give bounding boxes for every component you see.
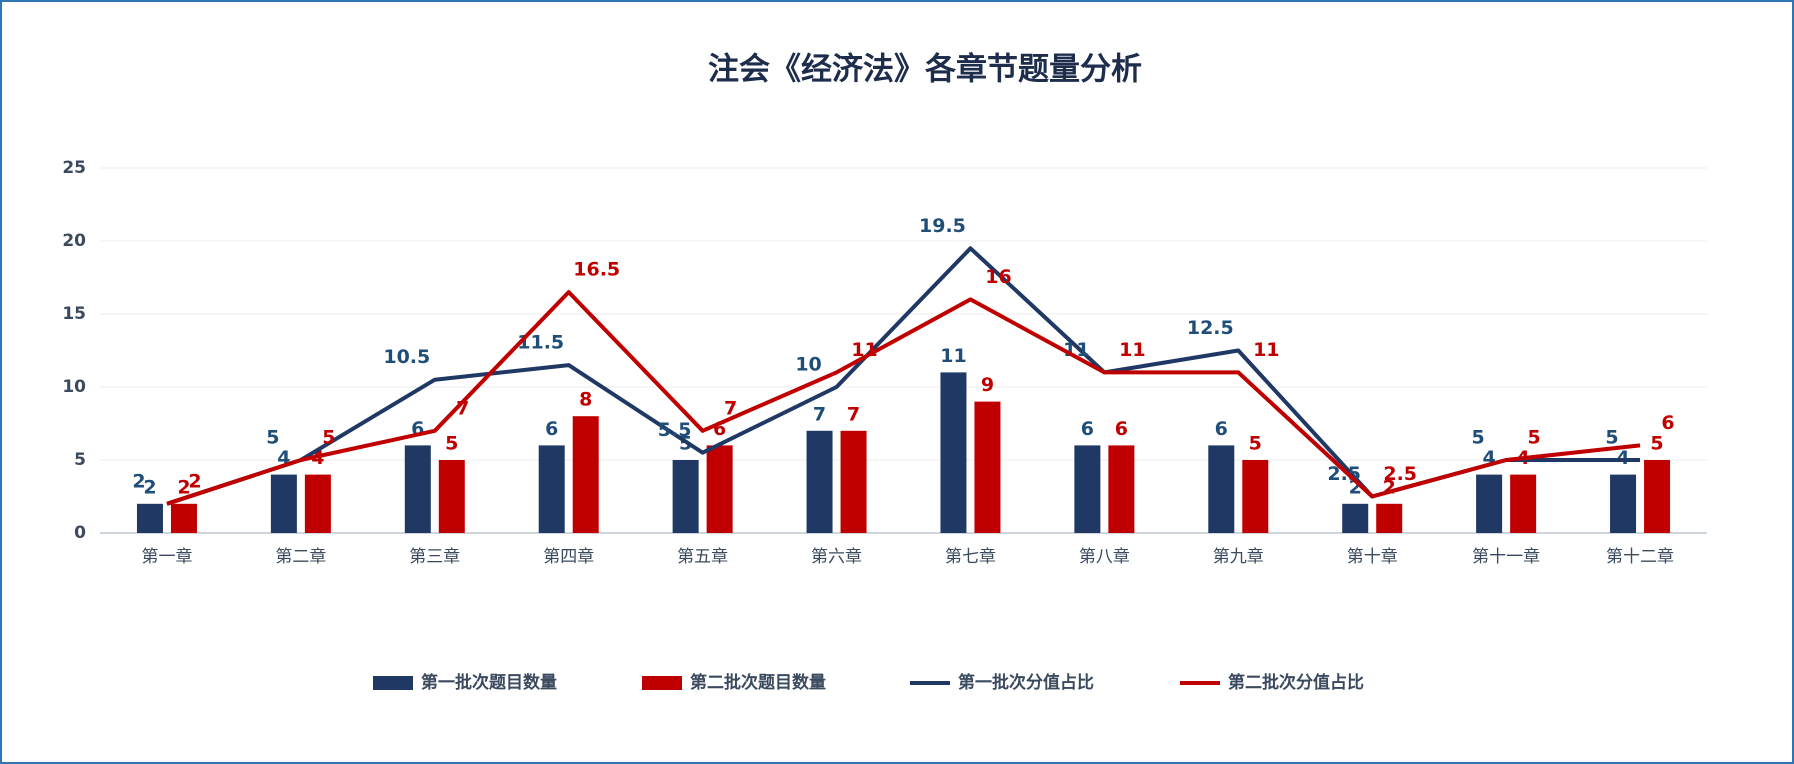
line [166,290,1641,506]
line-label: 11.5 [517,332,564,354]
bar-label: 5 [1249,433,1262,455]
bar [538,445,565,533]
bar [840,430,867,533]
legend-swatch [373,676,413,690]
line-label: 11 [1253,339,1279,361]
bar [136,503,163,533]
line-label: 2 [132,470,145,492]
bar [940,372,967,533]
x-tick-label: 第十二章 [1606,547,1674,567]
x-tick-label: 第五章 [677,547,728,567]
bar-label: 5 [1650,433,1663,455]
chart-title: 注会《经济法》各章节题量分析 [708,52,1142,88]
line-label: 16.5 [573,259,620,281]
line-label: 19.5 [919,215,966,237]
bar [404,445,431,533]
bar [1208,445,1235,533]
line-label: 5 [322,427,335,449]
line-label: 12.5 [1187,317,1234,339]
x-tick-label: 第四章 [543,547,594,567]
bar [1510,474,1537,533]
bar [1610,474,1637,533]
bar-label: 5 [445,433,458,455]
bar-label: 6 [1081,418,1094,440]
bar [438,460,465,533]
bar-label: 6 [1215,418,1228,440]
x-tick-label: 第七章 [945,547,996,567]
bar [1644,460,1671,533]
bar [1108,445,1135,533]
line-label: 7 [724,397,737,419]
y-tick-label: 15 [62,304,86,324]
bar [170,503,197,533]
bar [806,430,833,533]
bar [974,401,1001,533]
line-label: 2.5 [1383,463,1417,485]
x-tick-label: 第六章 [811,547,862,567]
bar [1342,503,1369,533]
y-tick-label: 10 [62,377,86,397]
x-tick-label: 第八章 [1079,547,1130,567]
line-label: 11 [1119,339,1145,361]
x-tick-label: 第三章 [409,547,460,567]
bar-label: 6 [545,418,558,440]
line-label: 5 [1472,427,1485,449]
line-label: 16 [985,266,1011,288]
line-label: 5 [1605,427,1618,449]
y-tick-label: 0 [74,523,86,543]
legend-label[interactable]: 第一批次题目数量 [421,672,557,693]
bar [270,474,297,533]
x-tick-label: 第二章 [275,547,326,567]
y-tick-label: 5 [74,450,86,470]
bar [304,474,331,533]
bar [672,460,699,533]
y-tick-label: 25 [62,158,86,178]
y-tick-label: 20 [62,231,86,251]
bar [1376,503,1403,533]
bar-label: 6 [1115,418,1128,440]
bar [706,445,733,533]
line-label: 6 [1661,412,1674,434]
x-tick-label: 第九章 [1213,547,1264,567]
line-label: 5.5 [658,419,692,441]
x-tick-label: 第十一章 [1472,547,1540,567]
legend-label[interactable]: 第二批次题目数量 [690,672,826,693]
bar-label: 7 [813,403,826,425]
bar [572,416,599,533]
bar-label: 2 [177,476,190,498]
bar [1242,460,1269,533]
bar-label: 2 [143,476,156,498]
x-tick-label: 第一章 [141,547,192,567]
line-label: 10.5 [383,346,430,368]
legend-swatch [642,676,682,690]
legend-label[interactable]: 第二批次分值占比 [1228,672,1364,693]
bar-label: 7 [847,403,860,425]
line-label: 10 [795,354,821,376]
legend-label[interactable]: 第一批次分值占比 [958,672,1094,693]
bar [1476,474,1503,533]
line-label: 7 [456,397,469,419]
bar-label: 9 [981,374,994,396]
bar [1074,445,1101,533]
bar-label: 8 [579,389,592,411]
line-label: 2 [188,470,201,492]
line-label: 5 [1528,427,1541,449]
x-tick-label: 第十章 [1347,547,1398,567]
line-label: 11 [851,339,877,361]
line-label: 5 [266,427,279,449]
bar-label: 11 [940,345,966,367]
